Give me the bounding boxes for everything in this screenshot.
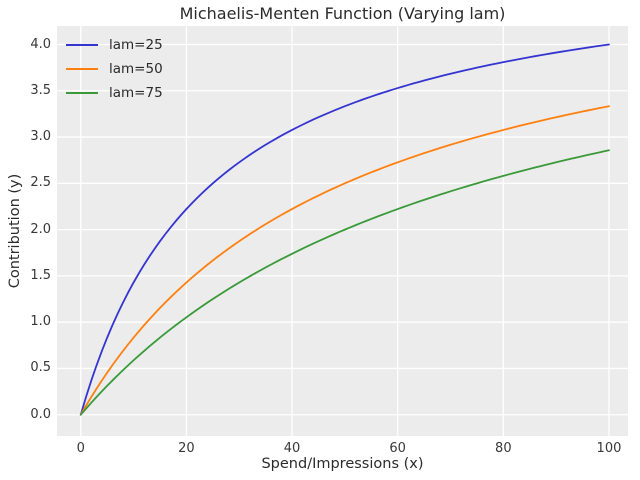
x-tick-label: 40 bbox=[283, 441, 301, 456]
series-line-lam-25 bbox=[79, 43, 610, 416]
y-tick-label: 0.5 bbox=[30, 360, 51, 376]
legend-label: lam=75 bbox=[109, 85, 163, 101]
legend-line-sample bbox=[66, 44, 98, 46]
legend-row: lam=25 bbox=[66, 33, 163, 57]
y-tick-label: 2.5 bbox=[30, 175, 51, 191]
y-tick-label: 1.5 bbox=[30, 267, 51, 283]
x-tick-label: 0 bbox=[76, 441, 85, 456]
y-tick-label: 4.0 bbox=[30, 36, 51, 52]
y-tick-label: 3.5 bbox=[30, 82, 51, 98]
legend-line-sample bbox=[66, 68, 98, 70]
x-axis-label: Spend/Impressions (x) bbox=[261, 456, 424, 472]
legend-line-sample bbox=[66, 92, 98, 94]
series-line-lam-50 bbox=[79, 105, 610, 416]
y-tick-label: 1.0 bbox=[30, 314, 51, 330]
legend-row: lam=75 bbox=[66, 81, 163, 105]
x-tick-label: 80 bbox=[495, 441, 512, 456]
legend-label: lam=25 bbox=[109, 37, 163, 53]
chart-title: Michaelis-Menten Function (Varying lam) bbox=[179, 4, 506, 23]
series-lines bbox=[79, 43, 610, 416]
x-tick-label: 20 bbox=[178, 441, 195, 456]
legend: lam=25 lam=50 lam=75 bbox=[66, 33, 163, 105]
series-line-lam-75 bbox=[79, 149, 610, 416]
legend-label: lam=50 bbox=[109, 61, 163, 77]
y-axis-label: Contribution (y) bbox=[7, 173, 23, 289]
y-tick-label: 3.0 bbox=[30, 129, 51, 145]
x-tick-label: 60 bbox=[389, 441, 406, 456]
grid-lines bbox=[57, 26, 628, 436]
legend-row: lam=50 bbox=[66, 57, 163, 81]
y-tick-label: 2.0 bbox=[30, 221, 51, 237]
x-tick-label: 100 bbox=[596, 441, 622, 456]
y-tick-label: 0.0 bbox=[30, 406, 51, 422]
